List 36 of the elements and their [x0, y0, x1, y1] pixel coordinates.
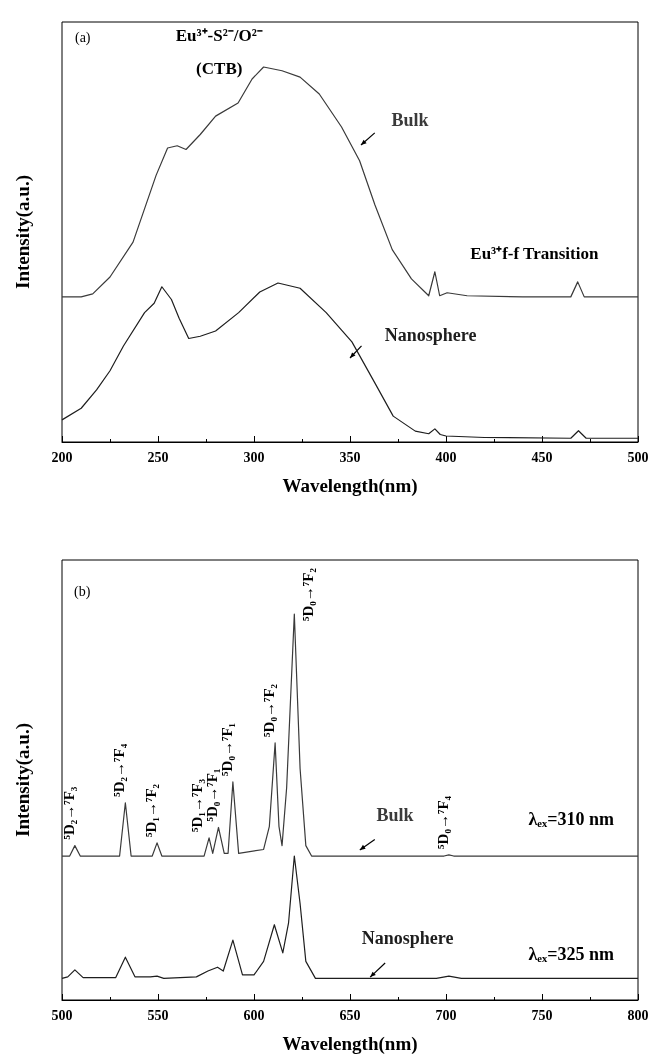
y-axis-title: Intensity(a.u.)	[11, 722, 34, 838]
annotation: ⁵D₂→⁷F₄	[111, 743, 128, 797]
x-tick-label: 700	[435, 1007, 457, 1023]
x-tick-label: 650	[339, 1007, 361, 1023]
text: (b)	[74, 584, 91, 601]
x-axis-title: Wavelength(nm)	[282, 1033, 418, 1055]
annotation: ⁵D₂→⁷F₃	[60, 786, 77, 840]
annotation: Eu³⁺f-f Transition	[470, 243, 599, 263]
annotation: ⁵D₀→⁷F₂	[261, 683, 278, 737]
x-tick-label: 600	[243, 1007, 265, 1023]
annotation: λₑₓ=310 nm	[528, 809, 614, 830]
annotation: ⁵D₁→⁷F₂	[143, 783, 160, 837]
x-tick-label: 350	[339, 449, 361, 465]
text: Eu³⁺-S²⁻/O²⁻	[175, 25, 263, 45]
annotation: ⁵D₀→⁷F₄	[434, 795, 451, 849]
x-tick-label: 800	[627, 1007, 649, 1023]
text: Bulk	[391, 109, 429, 130]
series-label: Bulk	[376, 805, 414, 826]
x-tick-label: 200	[51, 449, 73, 465]
x-tick-label: 500	[627, 449, 649, 465]
x-tick-label: 300	[243, 449, 265, 465]
annotation: ⁵D₀→⁷F₂	[300, 567, 317, 621]
x-tick-label: 550	[147, 1007, 169, 1023]
annotation: λₑₓ=325 nm	[528, 943, 614, 964]
x-tick-label: 450	[531, 449, 553, 465]
x-axis-title: Wavelength(nm)	[282, 475, 418, 497]
series-label: Nanosphere	[361, 928, 454, 949]
x-tick-label: 500	[51, 1007, 73, 1023]
x-tick-label: 750	[531, 1007, 553, 1023]
annotation: (CTB)	[196, 58, 243, 78]
annotation: ⁵D₁→⁷F₃	[188, 778, 205, 832]
x-tick-label: 250	[147, 449, 169, 465]
text: (a)	[74, 29, 91, 46]
series-label: Nanosphere	[384, 324, 477, 345]
x-tick-label: 400	[435, 449, 457, 465]
y-axis-title: Intensity(a.u.)	[11, 174, 34, 290]
